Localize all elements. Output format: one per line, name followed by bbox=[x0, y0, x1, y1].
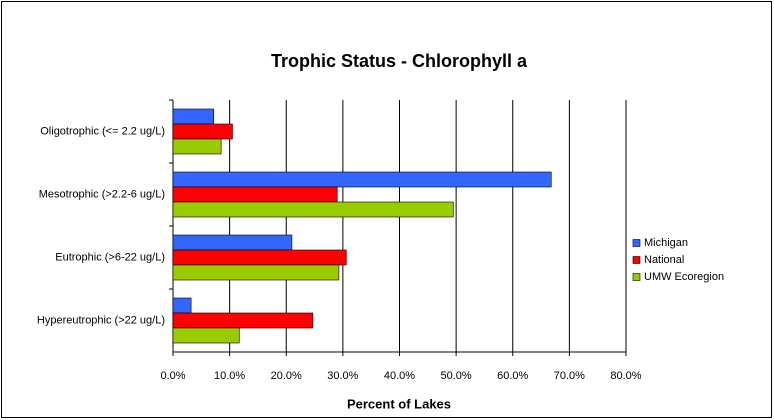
bar bbox=[172, 123, 233, 140]
y-tick-label: Eutrophic (>6-22 ug/L) bbox=[55, 251, 165, 263]
legend-swatch bbox=[632, 256, 641, 264]
legend-label: UMW Ecoregion bbox=[644, 271, 724, 283]
y-tick-label: Hypereutrophic (>22 ug/L) bbox=[37, 314, 165, 326]
bar bbox=[172, 249, 347, 266]
x-tick-label: 30.0% bbox=[327, 370, 358, 382]
bar bbox=[172, 108, 215, 125]
bar bbox=[172, 138, 222, 155]
x-tick-label: 10.0% bbox=[214, 370, 245, 382]
bar bbox=[172, 297, 192, 314]
bar bbox=[172, 201, 454, 218]
chart-title: Trophic Status - Chlorophyll a bbox=[271, 51, 528, 71]
y-tick-label: Oligotrophic (<= 2.2 ug/L) bbox=[40, 125, 165, 137]
x-tick-label: 0.0% bbox=[160, 370, 185, 382]
legend-swatch bbox=[632, 273, 641, 281]
legend-label: National bbox=[644, 254, 684, 266]
x-tick-label: 50.0% bbox=[441, 370, 472, 382]
x-tick-label: 80.0% bbox=[610, 370, 641, 382]
x-tick-label: 70.0% bbox=[554, 370, 585, 382]
y-tick-label: Mesotrophic (>2.2-6 ug/L) bbox=[39, 188, 165, 200]
legend-swatch bbox=[632, 239, 641, 247]
bar bbox=[172, 327, 240, 344]
bar bbox=[172, 264, 340, 281]
x-tick-label: 40.0% bbox=[384, 370, 415, 382]
x-axis-title: Percent of Lakes bbox=[347, 396, 451, 411]
legend-label: Michigan bbox=[644, 237, 688, 249]
bar bbox=[172, 171, 552, 188]
x-tick-label: 20.0% bbox=[271, 370, 302, 382]
x-tick-label: 60.0% bbox=[497, 370, 528, 382]
bar bbox=[172, 234, 293, 251]
bar bbox=[172, 186, 338, 203]
bar bbox=[172, 312, 314, 329]
